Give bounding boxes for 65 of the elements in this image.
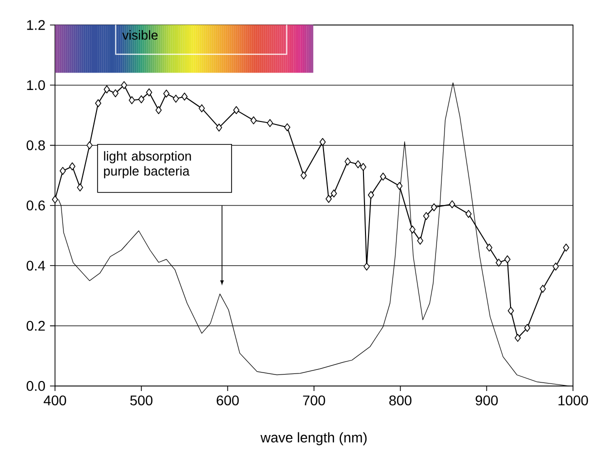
y-tick-label: 0.6 bbox=[26, 200, 45, 210]
y-tick-label: 0.4 bbox=[26, 260, 46, 271]
point bbox=[216, 124, 222, 132]
point bbox=[95, 99, 102, 108]
point bbox=[423, 212, 430, 220]
point bbox=[449, 200, 456, 208]
x-tick-label: 900 bbox=[476, 395, 498, 406]
point bbox=[52, 195, 58, 204]
point bbox=[409, 226, 416, 234]
point bbox=[138, 95, 144, 104]
point bbox=[465, 210, 472, 218]
point bbox=[146, 88, 152, 96]
point bbox=[250, 116, 257, 124]
point bbox=[354, 160, 362, 168]
point bbox=[172, 94, 179, 103]
annotation: visible bbox=[122, 30, 158, 40]
point bbox=[320, 138, 326, 146]
point bbox=[368, 190, 374, 199]
point bbox=[344, 158, 351, 166]
point bbox=[486, 244, 492, 252]
point bbox=[330, 189, 337, 198]
point bbox=[60, 166, 66, 175]
point bbox=[112, 89, 119, 98]
x-tick-label: 600 bbox=[216, 395, 239, 406]
point bbox=[396, 182, 403, 190]
point bbox=[104, 85, 110, 94]
point bbox=[156, 106, 162, 114]
x-tick-label: 700 bbox=[303, 395, 326, 406]
point bbox=[524, 324, 530, 332]
point bbox=[69, 162, 76, 170]
point bbox=[380, 172, 386, 181]
point bbox=[266, 119, 274, 128]
point bbox=[508, 306, 514, 315]
point bbox=[163, 90, 170, 98]
point bbox=[430, 203, 438, 212]
annotation: light absorption purple bacteria bbox=[104, 151, 191, 178]
point bbox=[552, 262, 559, 271]
point bbox=[326, 194, 332, 203]
point bbox=[284, 123, 290, 132]
point bbox=[364, 262, 370, 271]
point bbox=[128, 96, 135, 104]
y-tick-label: 0.8 bbox=[26, 140, 45, 150]
point bbox=[417, 236, 424, 245]
point bbox=[540, 284, 546, 293]
point bbox=[233, 106, 240, 114]
point bbox=[563, 244, 570, 252]
y-tick-label: 1.2 bbox=[27, 20, 45, 30]
x-tick-label: 800 bbox=[389, 395, 412, 406]
point bbox=[300, 171, 307, 180]
point bbox=[504, 255, 510, 264]
x-tick-label: 500 bbox=[130, 395, 152, 406]
point bbox=[198, 104, 205, 112]
x-tick-label: 400 bbox=[44, 395, 66, 406]
x-tick-label: 1000 bbox=[558, 395, 588, 406]
point bbox=[514, 334, 521, 342]
point bbox=[360, 162, 366, 171]
point bbox=[76, 183, 84, 192]
y-tick-label: 0.2 bbox=[26, 320, 45, 331]
x-axis-title: wave length (nm) bbox=[260, 432, 367, 446]
point bbox=[181, 92, 188, 101]
point bbox=[496, 258, 502, 267]
y-tick-label: 0.0 bbox=[26, 381, 45, 391]
point bbox=[86, 141, 93, 150]
y-tick-label: 1.0 bbox=[27, 80, 45, 90]
point bbox=[120, 81, 128, 90]
